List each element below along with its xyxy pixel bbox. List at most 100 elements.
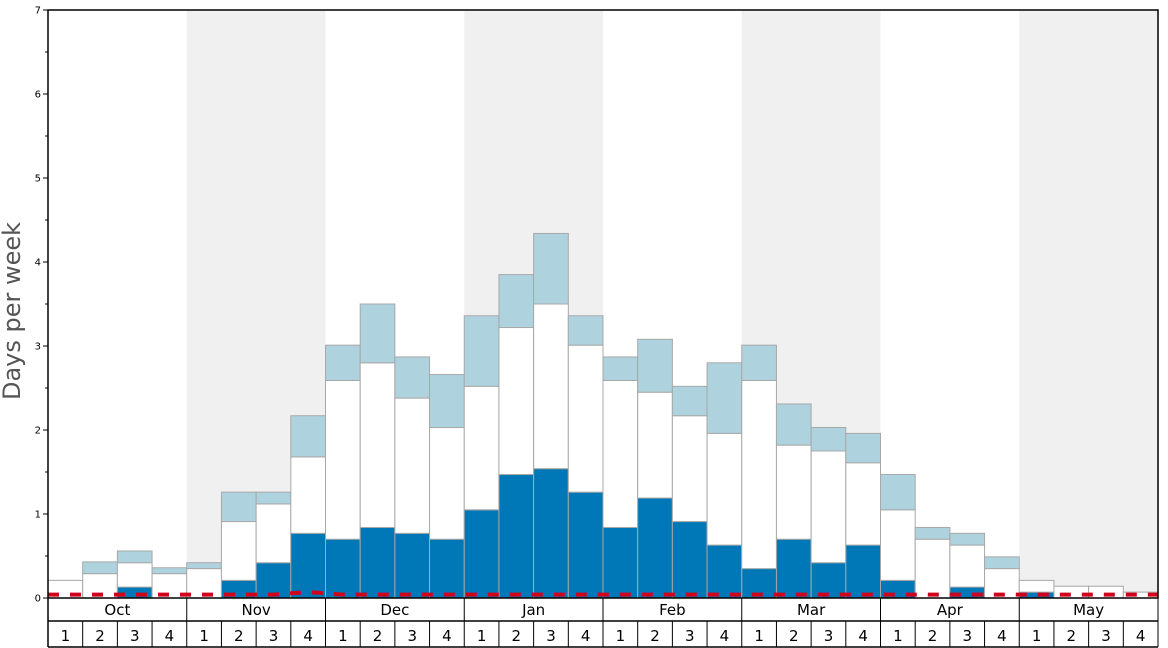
month-label: Dec [380,601,409,619]
bar-segment [602,379,639,528]
week-label: 4 [720,627,730,645]
bar-segment [810,426,847,452]
week-label: 2 [789,627,799,645]
y-tick-label: 0 [35,594,41,605]
bar-segment [706,544,743,599]
bar-segment [914,526,951,540]
bar-segment [429,374,465,428]
y-axis: 0 1 2 3 4 5 6 7 [35,6,48,605]
week-label: 1 [199,627,209,645]
bar-segment [671,415,708,523]
month-band-oct [48,10,187,598]
bar-segment [498,474,535,599]
week-label: 1 [477,627,487,645]
bar-segment [602,356,639,381]
bar-segment [290,532,326,599]
bar-segment [671,521,708,599]
bar-segment [186,562,222,570]
week-label: 3 [407,627,417,645]
bar-segment [533,468,569,599]
bar-segment [706,362,743,434]
bar-segment [255,491,292,505]
bar-segment [845,462,881,546]
week-label: 1 [1032,627,1042,645]
week-label: 2 [928,627,938,645]
month-label: Nov [241,601,270,619]
week-label: 3 [130,627,140,645]
week-label: 2 [1067,627,1077,645]
bar-segment [463,315,500,387]
bar-segment [325,344,361,381]
bar-segment [567,344,604,493]
bar-segment [949,532,986,546]
bar-segment [394,532,431,599]
bar-segment [325,538,361,599]
week-label: 3 [824,627,834,645]
bar-segment [325,379,361,540]
month-label: May [1073,601,1104,619]
week-label: 3 [1101,627,1111,645]
week-label: 2 [512,627,522,645]
bar-segment [359,362,396,528]
week-label: 3 [269,627,279,645]
bar-segment [914,538,951,599]
month-label: Feb [659,601,686,619]
bar-segment [775,444,812,540]
bar-segment [671,385,708,417]
bar-segment [567,315,604,346]
bar-segment [845,544,881,599]
bar-segment [567,491,604,599]
week-label: 4 [303,627,313,645]
bar-segment [359,303,396,364]
week-label: 1 [338,627,348,645]
month-label: Mar [797,601,826,619]
bar-segment [290,415,326,458]
bar-segment [706,432,743,546]
week-label: 4 [581,627,591,645]
week-label: 4 [165,627,175,645]
bar-segment [880,474,916,511]
week-label: 1 [61,627,71,645]
week-label: 3 [962,627,972,645]
bar-segment [290,456,326,534]
week-label: 1 [754,627,764,645]
bar-segment [498,327,535,476]
bar-segment [394,397,431,534]
bar-segment [533,303,569,470]
y-tick-label: 3 [35,342,41,353]
bars-group [47,232,1159,599]
bar-segment [845,432,881,464]
month-label: Jan [521,601,545,619]
bar-segment [116,562,153,588]
bar-segment [82,561,118,575]
bar-segment [359,526,396,599]
week-label: 2 [234,627,244,645]
bar-segment [949,544,986,588]
bar-segment [880,509,916,581]
bar-segment [637,338,673,393]
bar-segment [1018,579,1055,593]
bar-segment [220,521,257,581]
bar-segment [775,403,812,446]
week-label: 3 [685,627,695,645]
bar-segment [637,391,673,499]
bar-segment [151,567,188,575]
week-label: 1 [893,627,903,645]
week-label: 3 [546,627,556,645]
bar-segment [775,538,812,599]
week-label: 2 [650,627,660,645]
bar-segment [463,509,500,599]
bar-segment [637,497,673,599]
month-band-may [1019,10,1158,598]
y-tick-label: 4 [35,258,41,269]
week-label: 1 [616,627,626,645]
bar-segment [429,538,465,599]
y-tick-label: 7 [35,6,41,17]
week-label: 4 [997,627,1007,645]
bar-segment [394,356,431,399]
reference-line [48,590,1158,597]
bar-segment [463,385,500,511]
y-tick-label: 2 [35,426,41,437]
bar-segment [741,379,777,570]
